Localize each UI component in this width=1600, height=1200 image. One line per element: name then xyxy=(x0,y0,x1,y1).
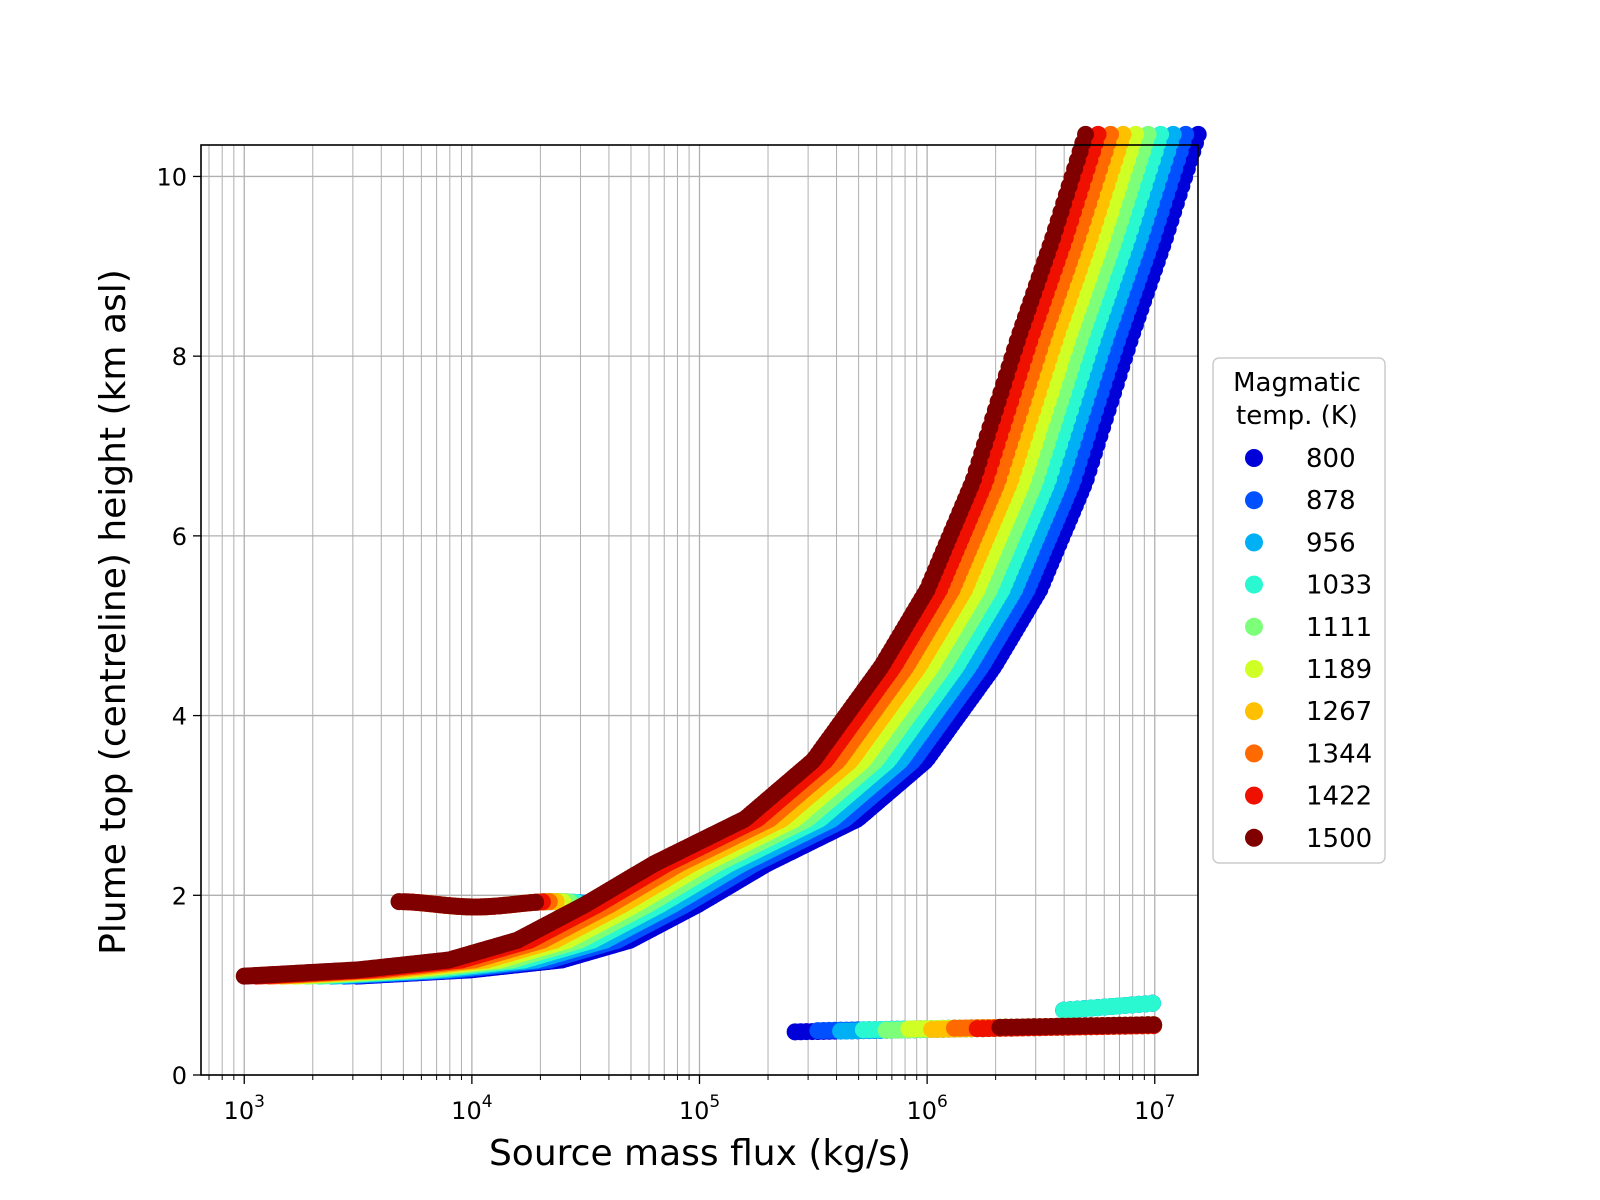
data-point xyxy=(527,893,545,911)
legend-marker xyxy=(1245,828,1263,847)
legend-label: 1267 xyxy=(1306,697,1372,727)
legend-box xyxy=(1212,357,1386,864)
data-point xyxy=(1177,125,1195,143)
data-point xyxy=(1164,125,1182,143)
legend-label: 956 xyxy=(1306,528,1356,558)
x-tick-label: 104 xyxy=(451,1092,492,1125)
legend-items: 800 878 956 1033 1111 1189 1267 1344 1422 1500 xyxy=(1245,444,1372,854)
legend-label: 1422 xyxy=(1306,782,1372,812)
y-axis-ticks: 0 2 4 6 8 10 xyxy=(156,163,201,1090)
legend-marker xyxy=(1245,660,1263,678)
legend-marker xyxy=(1245,744,1263,763)
data-point xyxy=(1077,125,1095,143)
data-point xyxy=(1102,125,1120,143)
y-tick-label: 8 xyxy=(172,343,187,371)
y-tick-label: 10 xyxy=(156,163,187,191)
x-axis-label: Source mass flux (kg/s) xyxy=(489,1133,911,1174)
legend-marker xyxy=(1245,786,1263,805)
data-points xyxy=(235,125,1207,1041)
legend-marker xyxy=(1245,575,1263,594)
data-point xyxy=(1145,1016,1163,1034)
y-tick-label: 4 xyxy=(172,703,187,731)
legend-title-line-2: temp. (K) xyxy=(1236,401,1358,431)
data-point xyxy=(1089,125,1107,143)
y-tick-label: 0 xyxy=(172,1062,187,1090)
legend-label: 1111 xyxy=(1306,613,1372,643)
x-tick-label: 103 xyxy=(224,1092,265,1125)
legend-label: 800 xyxy=(1306,444,1356,474)
x-tick-label: 106 xyxy=(906,1092,947,1125)
data-point xyxy=(1189,125,1207,143)
legend-label: 1500 xyxy=(1306,824,1372,854)
data-point xyxy=(1152,125,1170,143)
legend-marker xyxy=(1245,533,1263,552)
data-point xyxy=(1143,994,1161,1012)
y-axis-label: Plume top (centreline) height (km asl) xyxy=(93,269,134,955)
legend-marker xyxy=(1245,617,1263,636)
legend-label: 1344 xyxy=(1306,739,1372,769)
data-point xyxy=(1114,125,1132,143)
y-tick-label: 6 xyxy=(172,523,187,551)
legend-marker xyxy=(1245,491,1263,510)
y-tick-label: 2 xyxy=(172,882,187,910)
legend-label: 1033 xyxy=(1306,571,1372,601)
data-point xyxy=(1127,125,1145,143)
legend-label: 878 xyxy=(1306,486,1356,516)
data-point xyxy=(1139,125,1157,143)
x-axis-ticks: 103 104 105 106 107 xyxy=(208,1075,1175,1125)
legend: Magmatic temp. (K) 800 878 956 1033 1111 1189… xyxy=(1212,357,1386,864)
legend-label: 1189 xyxy=(1306,655,1372,685)
x-tick-label: 105 xyxy=(679,1092,720,1125)
legend-marker xyxy=(1245,702,1263,721)
legend-title-line-1: Magmatic xyxy=(1233,368,1361,398)
x-tick-label: 107 xyxy=(1134,1092,1175,1125)
legend-marker xyxy=(1245,449,1263,467)
